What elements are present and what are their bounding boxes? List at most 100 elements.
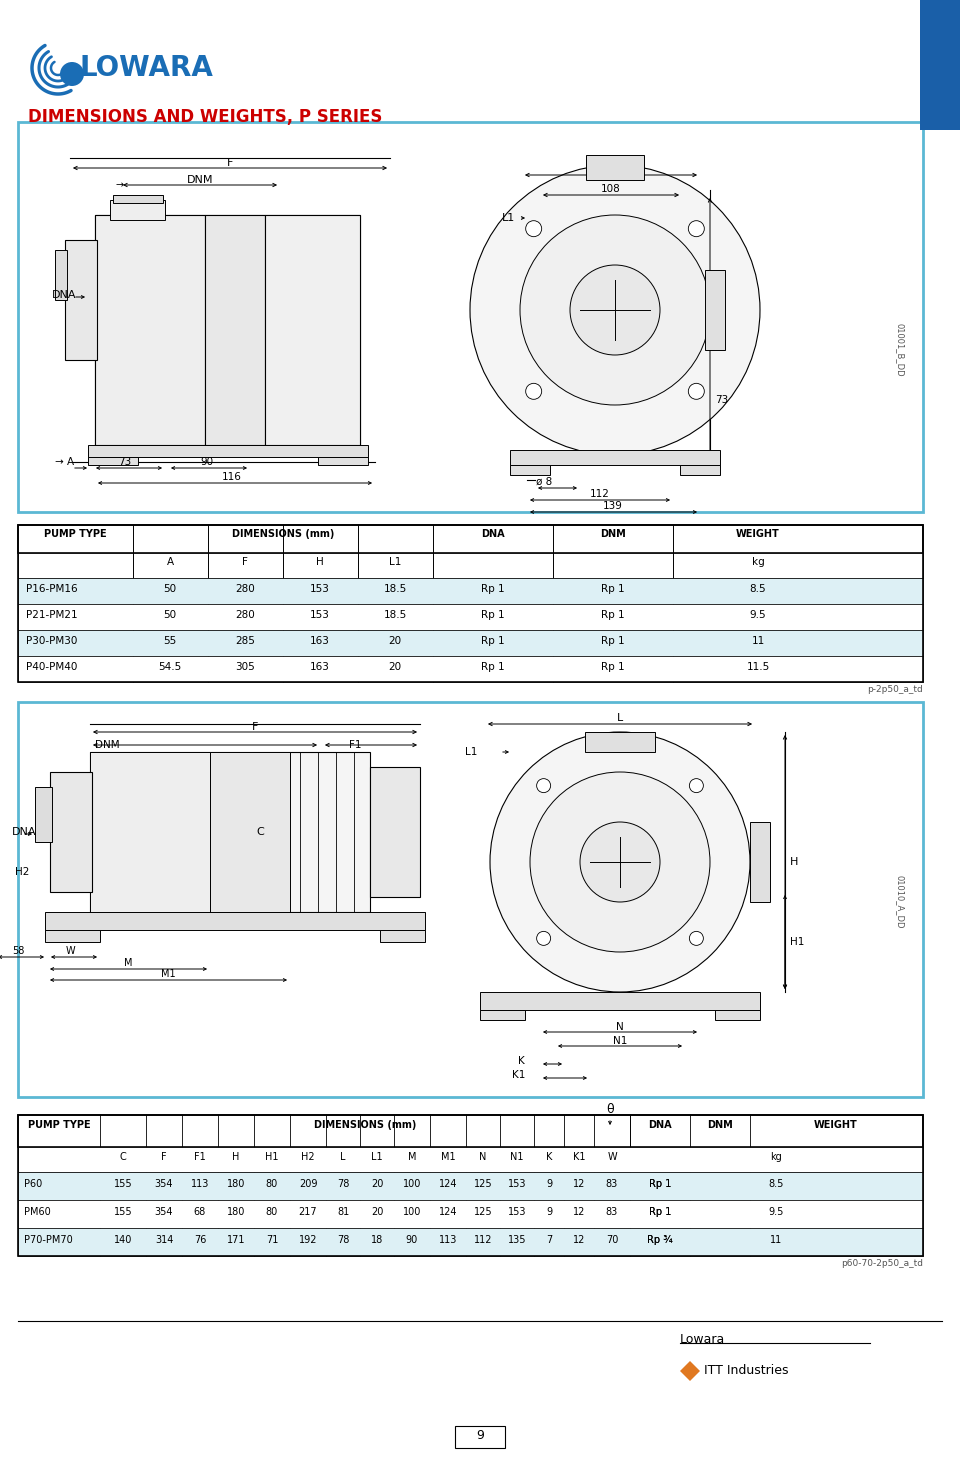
Text: 217: 217 <box>299 1208 318 1216</box>
Text: 113: 113 <box>439 1235 457 1246</box>
Text: 113: 113 <box>191 1178 209 1189</box>
Bar <box>318 458 368 465</box>
Bar <box>18 1116 923 1256</box>
Text: P60: P60 <box>24 1178 42 1189</box>
Text: 20: 20 <box>389 636 401 646</box>
Text: DNA: DNA <box>481 529 505 539</box>
Text: 192: 192 <box>299 1235 317 1246</box>
Bar <box>18 1228 923 1256</box>
Bar <box>18 702 923 1096</box>
Text: 70: 70 <box>606 1235 618 1246</box>
Text: ITT Industries: ITT Industries <box>704 1364 788 1377</box>
Bar <box>510 465 550 475</box>
Bar <box>18 1173 923 1200</box>
Text: 12: 12 <box>573 1208 586 1216</box>
Polygon shape <box>680 1361 700 1382</box>
Text: 153: 153 <box>508 1208 526 1216</box>
Bar <box>18 1148 923 1173</box>
Circle shape <box>60 61 84 86</box>
Text: 55: 55 <box>163 636 177 646</box>
Text: 314: 314 <box>155 1235 173 1246</box>
Text: 83: 83 <box>606 1178 618 1189</box>
Text: 18.5: 18.5 <box>383 583 407 594</box>
Circle shape <box>537 931 551 946</box>
Text: F: F <box>242 557 248 567</box>
Bar <box>88 444 368 458</box>
Bar <box>920 0 960 130</box>
Text: θ: θ <box>606 1102 613 1116</box>
Text: DNM: DNM <box>708 1120 732 1130</box>
Text: H1: H1 <box>265 1152 278 1162</box>
Text: Rp 1: Rp 1 <box>481 610 505 620</box>
Text: 153: 153 <box>310 583 330 594</box>
Text: L1: L1 <box>389 557 401 567</box>
Text: 140: 140 <box>114 1235 132 1246</box>
Text: 285: 285 <box>235 636 255 646</box>
Text: F1: F1 <box>194 1152 205 1162</box>
Bar <box>370 768 420 898</box>
Text: 18.5: 18.5 <box>383 610 407 620</box>
Circle shape <box>689 779 704 792</box>
Text: 78: 78 <box>337 1178 349 1189</box>
Text: DNA: DNA <box>12 827 36 838</box>
Bar <box>18 525 923 681</box>
Text: 9: 9 <box>546 1208 552 1216</box>
Text: Rp 1: Rp 1 <box>649 1208 671 1216</box>
Bar <box>90 751 370 912</box>
Text: 81: 81 <box>337 1208 349 1216</box>
Text: DNM: DNM <box>600 529 626 539</box>
Bar <box>586 155 644 180</box>
Text: 50: 50 <box>163 583 177 594</box>
Bar <box>95 215 360 444</box>
Bar <box>265 215 360 444</box>
Bar <box>480 1010 525 1020</box>
Text: 78: 78 <box>337 1235 349 1246</box>
Text: DNA: DNA <box>648 1120 672 1130</box>
Bar <box>65 240 97 360</box>
Bar <box>455 1425 505 1447</box>
Bar <box>45 912 425 930</box>
Text: 135: 135 <box>508 1235 526 1246</box>
Bar <box>18 553 923 577</box>
Text: 124: 124 <box>439 1208 457 1216</box>
Text: H: H <box>715 320 724 330</box>
Text: 180: 180 <box>227 1208 245 1216</box>
Text: Rp 1: Rp 1 <box>649 1178 671 1189</box>
Bar <box>50 772 92 892</box>
Text: L1: L1 <box>465 747 477 757</box>
Bar <box>715 1010 760 1020</box>
Text: DIMENSIONS (mm): DIMENSIONS (mm) <box>314 1120 417 1130</box>
Text: 20: 20 <box>371 1208 383 1216</box>
Text: H2: H2 <box>301 1152 315 1162</box>
Bar <box>205 215 265 444</box>
Bar <box>585 732 655 751</box>
Bar <box>705 270 725 349</box>
Bar <box>380 930 425 942</box>
Text: 178: 178 <box>601 164 621 174</box>
Text: 155: 155 <box>113 1178 132 1189</box>
Bar <box>680 465 720 475</box>
Text: 12: 12 <box>573 1235 586 1246</box>
Text: 83: 83 <box>606 1208 618 1216</box>
Text: → A: → A <box>55 458 74 466</box>
Text: W: W <box>65 946 75 956</box>
Text: H2: H2 <box>15 867 30 877</box>
Text: 12: 12 <box>573 1178 586 1189</box>
Text: 125: 125 <box>473 1208 492 1216</box>
Text: M1: M1 <box>441 1152 455 1162</box>
Text: 11.5: 11.5 <box>746 662 770 673</box>
Bar <box>18 525 923 553</box>
Text: LOWARA: LOWARA <box>80 54 214 82</box>
Text: Rp 1: Rp 1 <box>601 662 625 673</box>
Text: 209: 209 <box>299 1178 317 1189</box>
Text: PUMP TYPE: PUMP TYPE <box>44 529 107 539</box>
Text: 80: 80 <box>266 1208 278 1216</box>
Bar <box>18 604 923 630</box>
Text: 7: 7 <box>546 1235 552 1246</box>
Text: Rp 1: Rp 1 <box>481 662 505 673</box>
Circle shape <box>526 221 541 237</box>
Text: P70-PM70: P70-PM70 <box>24 1235 73 1246</box>
Text: C: C <box>120 1152 127 1162</box>
Text: M1: M1 <box>160 969 176 980</box>
Text: 58: 58 <box>12 946 24 956</box>
